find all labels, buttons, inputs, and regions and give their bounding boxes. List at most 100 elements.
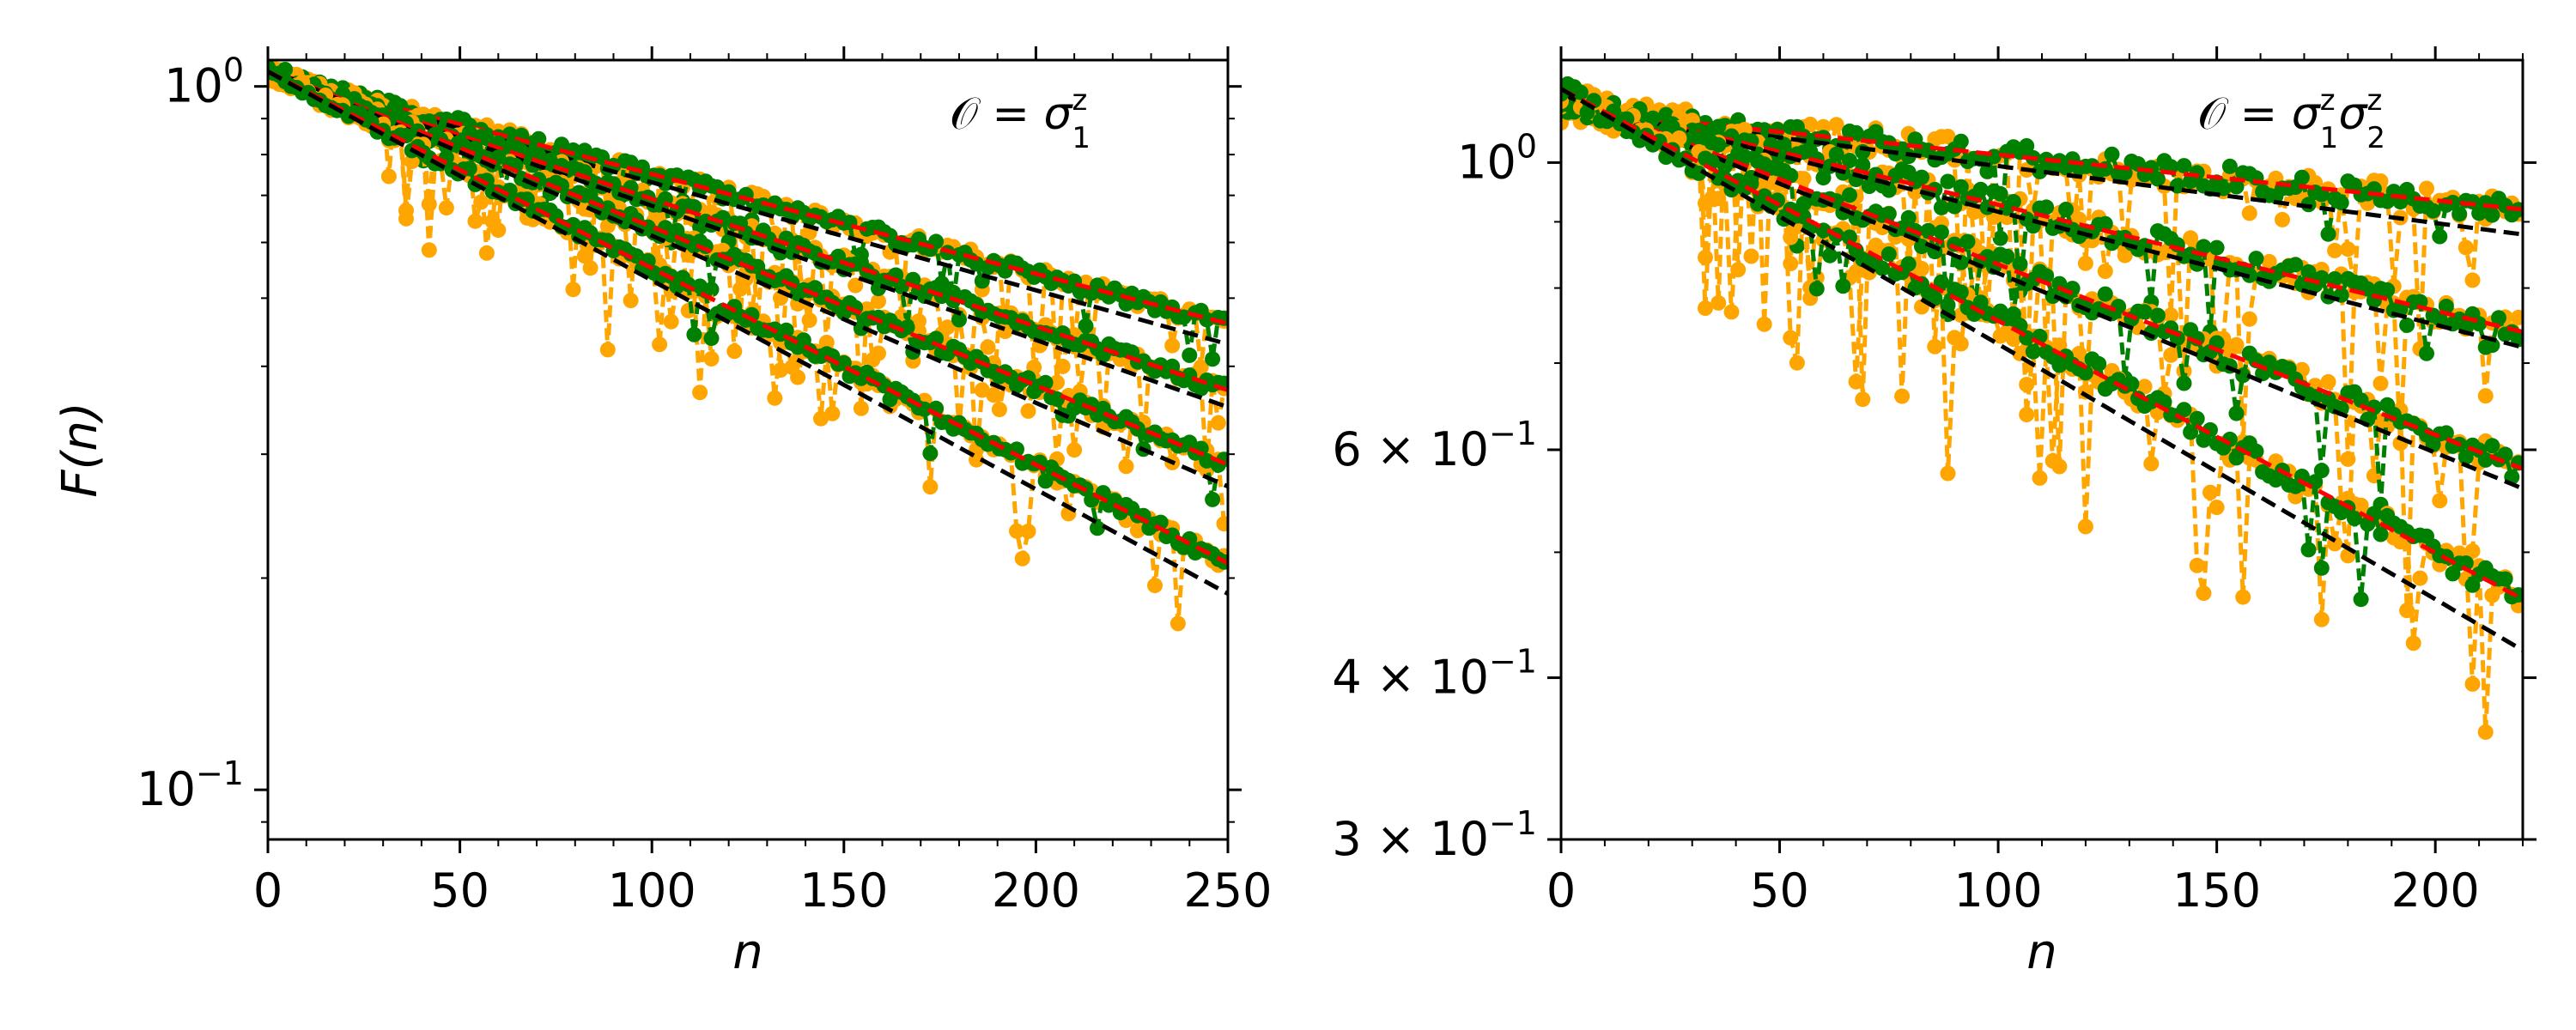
fit-black-2 (1561, 92, 2523, 491)
orange-point-1-102 (848, 277, 864, 294)
green-point-3-121 (2347, 511, 2362, 526)
orange-point-3-97 (2189, 557, 2205, 573)
green-point-2-53 (1900, 209, 1917, 226)
orange-point-2-52 (1894, 388, 1911, 404)
orange-point-3-89 (2136, 379, 2153, 395)
green-point-2-70 (2012, 256, 2028, 272)
orange-point-3-69 (2005, 331, 2021, 348)
orange-point-3-24 (398, 210, 414, 227)
green-point-1-114 (2300, 264, 2317, 280)
green-point-1-64 (1972, 181, 1989, 197)
orange-point-2-39 (484, 213, 501, 229)
panel-left: 0 50 100 150 200 250 100 10−1 n F(n) 𝒪 = σz 1 (52, 46, 1273, 980)
orange-point-1-31 (1756, 316, 1772, 332)
orange-point-0-59 (1940, 129, 1956, 144)
orange-point-1-165 (1210, 415, 1226, 431)
green-point-0-65 (1979, 163, 1996, 179)
green-point-0-101 (2215, 180, 2232, 197)
orange-point-3-55 (1914, 261, 1929, 276)
green-point-2-137 (1049, 391, 1065, 407)
fit-red-1 (268, 69, 1228, 392)
orange-point-3-98 (824, 405, 841, 421)
green-point-1-118 (2327, 271, 2343, 287)
y-tick-label: 4 × 10−1 (1332, 643, 1537, 705)
x-tick-label: 150 (2172, 863, 2261, 918)
green-point-2-14 (1644, 110, 1661, 126)
orange-point-0-138 (2458, 239, 2474, 256)
green-point-3-135 (1037, 473, 1054, 489)
green-point-3-106 (2248, 443, 2264, 459)
green-point-0-142 (1078, 318, 1094, 334)
orange-point-3-18 (1671, 130, 1687, 146)
x-tick-label: 200 (992, 863, 1080, 918)
green-point-3-43 (1835, 278, 1851, 294)
green-point-2-116 (928, 330, 945, 347)
green-point-1-106 (2248, 251, 2264, 267)
green-point-0-51 (554, 136, 570, 153)
green-point-2-135 (2438, 425, 2454, 441)
orange-point-3-70 (663, 313, 679, 330)
green-point-1-83 (2097, 215, 2113, 232)
green-point-3-82 (2091, 355, 2107, 372)
orange-point-3-88 (767, 390, 783, 406)
orange-point-2-53 (565, 282, 581, 298)
orange-point-3-141 (2477, 724, 2494, 740)
fit-red-3 (268, 70, 1228, 566)
green-point-2-83 (2097, 286, 2113, 302)
plot-area (1561, 76, 2523, 740)
x-tick-label: 250 (1183, 863, 1272, 918)
x-axis-label: n (732, 924, 763, 980)
green-point-3-44 (1842, 229, 1857, 245)
green-point-1-50 (1880, 182, 1897, 198)
x-tick-label: 150 (799, 863, 888, 918)
green-point-1-47 (1861, 179, 1877, 194)
orange-point-0-118 (2327, 242, 2343, 258)
green-point-0-137 (2451, 206, 2468, 222)
green-point-0-73 (2032, 163, 2048, 179)
orange-point-3-100 (2208, 500, 2225, 516)
green-point-3-114 (2300, 542, 2317, 558)
green-point-3-144 (2497, 571, 2513, 587)
green-point-0-61 (1953, 133, 1969, 149)
green-point-0-134 (2432, 228, 2448, 245)
orange-point-3-98 (2196, 585, 2212, 602)
green-point-2-91 (2149, 307, 2166, 324)
green-point-2-141 (2477, 451, 2494, 468)
green-point-3-41 (1822, 247, 1838, 264)
orange-point-2-46 (1855, 391, 1871, 408)
orange-point-0-93 (2163, 307, 2179, 324)
orange-point-1-146 (2510, 309, 2523, 325)
operator-annotation: 𝒪 = σz 1 (950, 83, 1091, 155)
green-point-1-44 (1842, 153, 1857, 168)
green-point-1-59 (1940, 173, 1956, 190)
green-point-1-55 (1914, 169, 1929, 185)
orange-point-3-130 (1009, 523, 1024, 539)
orange-point-3-80 (2077, 518, 2093, 535)
green-point-0-84 (2104, 146, 2120, 162)
green-point-0-95 (2176, 158, 2192, 174)
orange-point-3-96 (813, 410, 829, 427)
orange-point-1-125 (980, 339, 996, 355)
orange-point-3-115 (922, 479, 939, 495)
axes-frame (266, 58, 1230, 841)
orange-point-2-35 (1783, 330, 1799, 346)
green-point-2-43 (1835, 204, 1851, 221)
orange-point-3-139 (2464, 676, 2481, 692)
orange-point-2-103 (853, 400, 869, 416)
green-point-2-164 (1205, 491, 1221, 507)
green-point-1-132 (2419, 345, 2434, 361)
orange-point-2-36 (1789, 354, 1805, 371)
green-point-3-72 (2025, 343, 2041, 360)
green-point-0-136 (2445, 195, 2461, 210)
orange-point-3-59 (1940, 465, 1956, 482)
fit-red-2 (268, 66, 1228, 467)
green-point-3-113 (2293, 469, 2310, 484)
orange-point-2-36 (467, 213, 483, 229)
orange-point-2-117 (2320, 373, 2336, 390)
orange-point-3-154 (1147, 578, 1163, 594)
orange-point-3-38 (478, 245, 495, 261)
orange-point-3-130 (2405, 635, 2421, 651)
green-point-0-67 (1992, 230, 2008, 246)
green-point-0-113 (2293, 169, 2310, 185)
green-point-3-53 (1900, 256, 1917, 272)
